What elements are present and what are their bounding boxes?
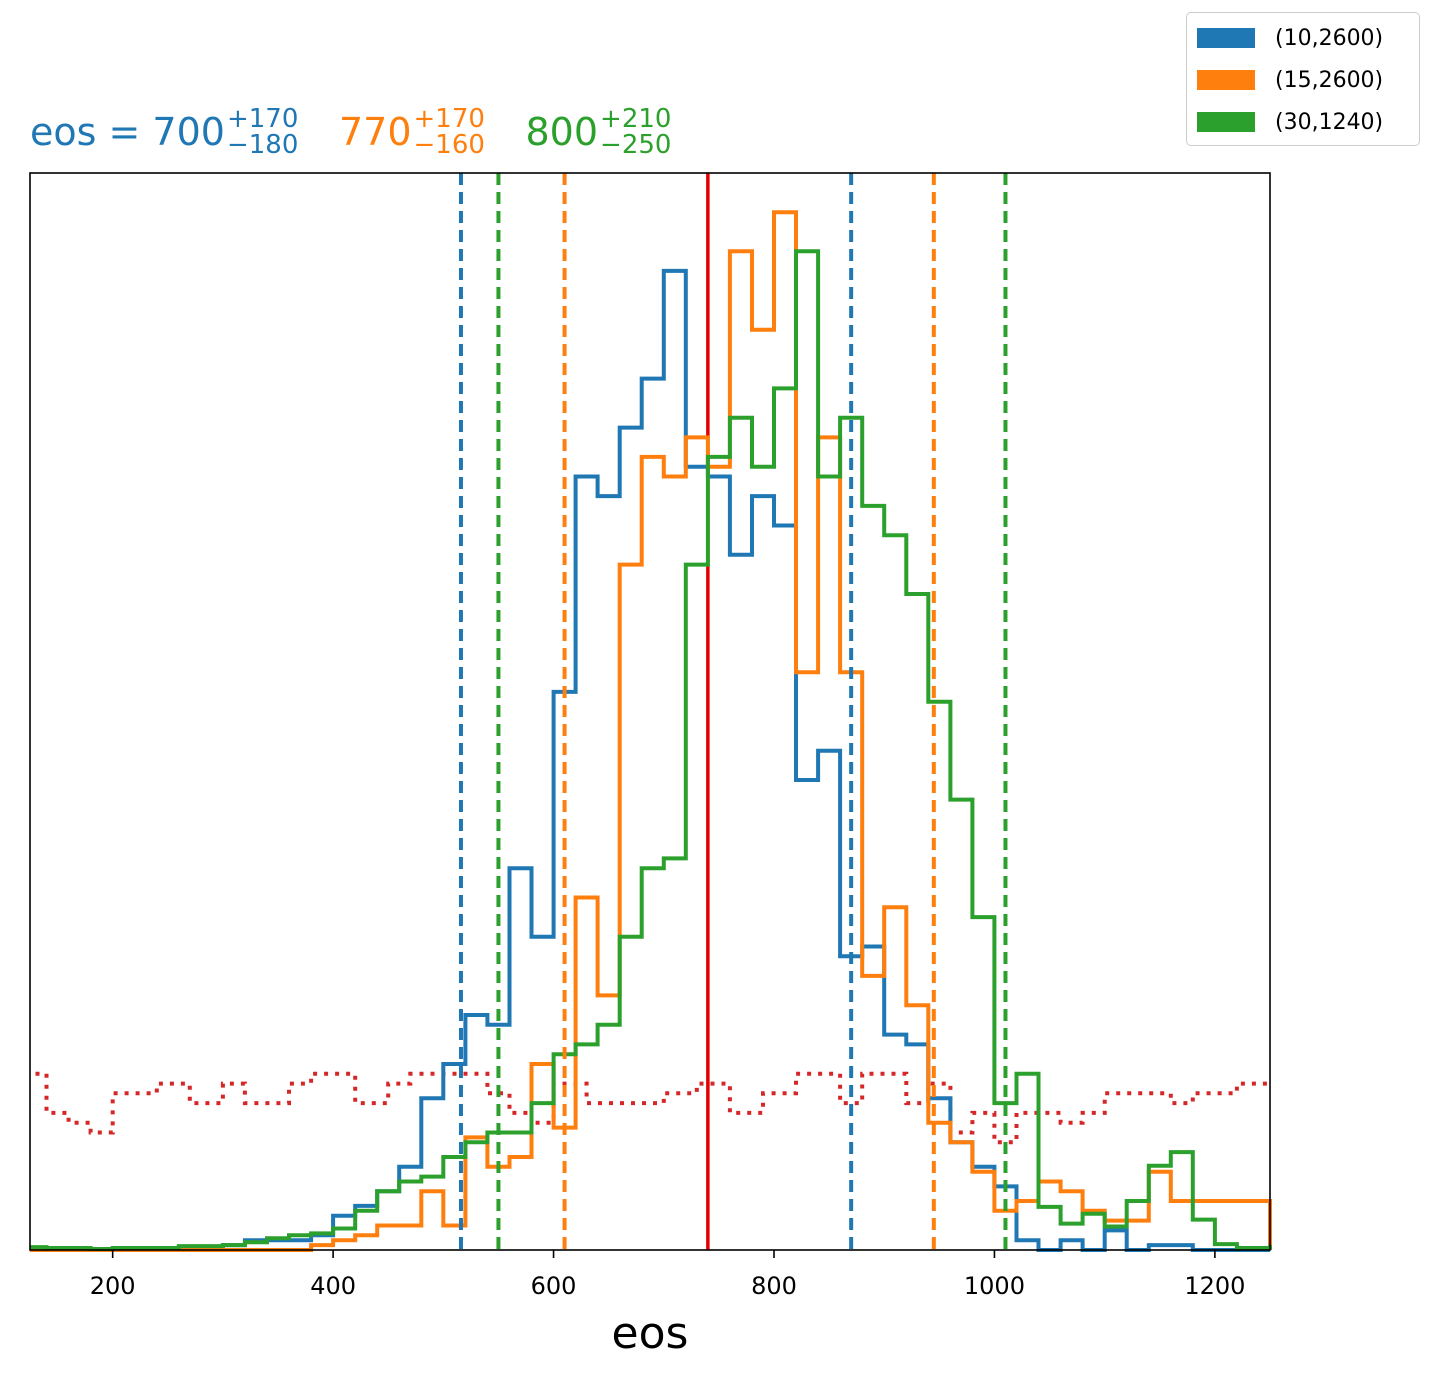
title-upper-error: +170 [226, 104, 299, 134]
legend-label: (30,1240) [1275, 109, 1384, 135]
legend-item: (15,2600) [1197, 65, 1383, 95]
title-lower-error: −160 [413, 130, 485, 160]
title-lower-error: −250 [600, 130, 672, 160]
x-tick-label: 1000 [964, 1272, 1025, 1300]
x-tick-label: 600 [531, 1272, 577, 1300]
title-estimate-value: 770 [338, 110, 412, 154]
plot-frame [29, 172, 1271, 1251]
histogram-series-1 [30, 268, 1270, 1252]
x-axis: 200 400 600 800 1000 1200 [90, 1250, 1245, 1300]
histogram-series-3 [30, 249, 1272, 1251]
title-estimate-2: 770 +170 −160 [339, 102, 498, 162]
chart-title: eos = 700 +170 −180 770 +170 −160 800 +210 −250 [30, 102, 712, 162]
prior-histogram [35, 1071, 1270, 1145]
legend-label: (10,2600) [1275, 25, 1384, 51]
title-estimate-value: 800 [525, 110, 599, 154]
x-axis-label: eos [612, 1308, 689, 1359]
legend-item: (10,2600) [1197, 23, 1383, 53]
title-upper-error: +210 [600, 104, 672, 134]
title-upper-error: +170 [413, 104, 485, 134]
histogram-series-2 [30, 210, 1272, 1252]
legend-label: (15,2600) [1275, 67, 1384, 93]
x-tick-label: 200 [90, 1272, 136, 1300]
title-estimate-1: eos = 700 +170 −180 [30, 102, 311, 162]
legend-swatch [1197, 70, 1255, 90]
title-estimate-3: 800 +210 −250 [526, 102, 685, 162]
x-tick-label: 400 [310, 1272, 356, 1300]
legend-item: (30,1240) [1197, 107, 1383, 137]
x-tick-label: 1200 [1184, 1272, 1245, 1300]
x-tick-label: 800 [751, 1272, 797, 1300]
legend: (10,2600) (15,2600) (30,1240) [1186, 12, 1420, 146]
legend-swatch [1197, 112, 1255, 132]
title-estimate-value: eos = 700 [30, 110, 225, 154]
title-lower-error: −180 [226, 130, 299, 160]
plot-layer [30, 173, 1272, 1252]
legend-swatch [1197, 28, 1255, 48]
